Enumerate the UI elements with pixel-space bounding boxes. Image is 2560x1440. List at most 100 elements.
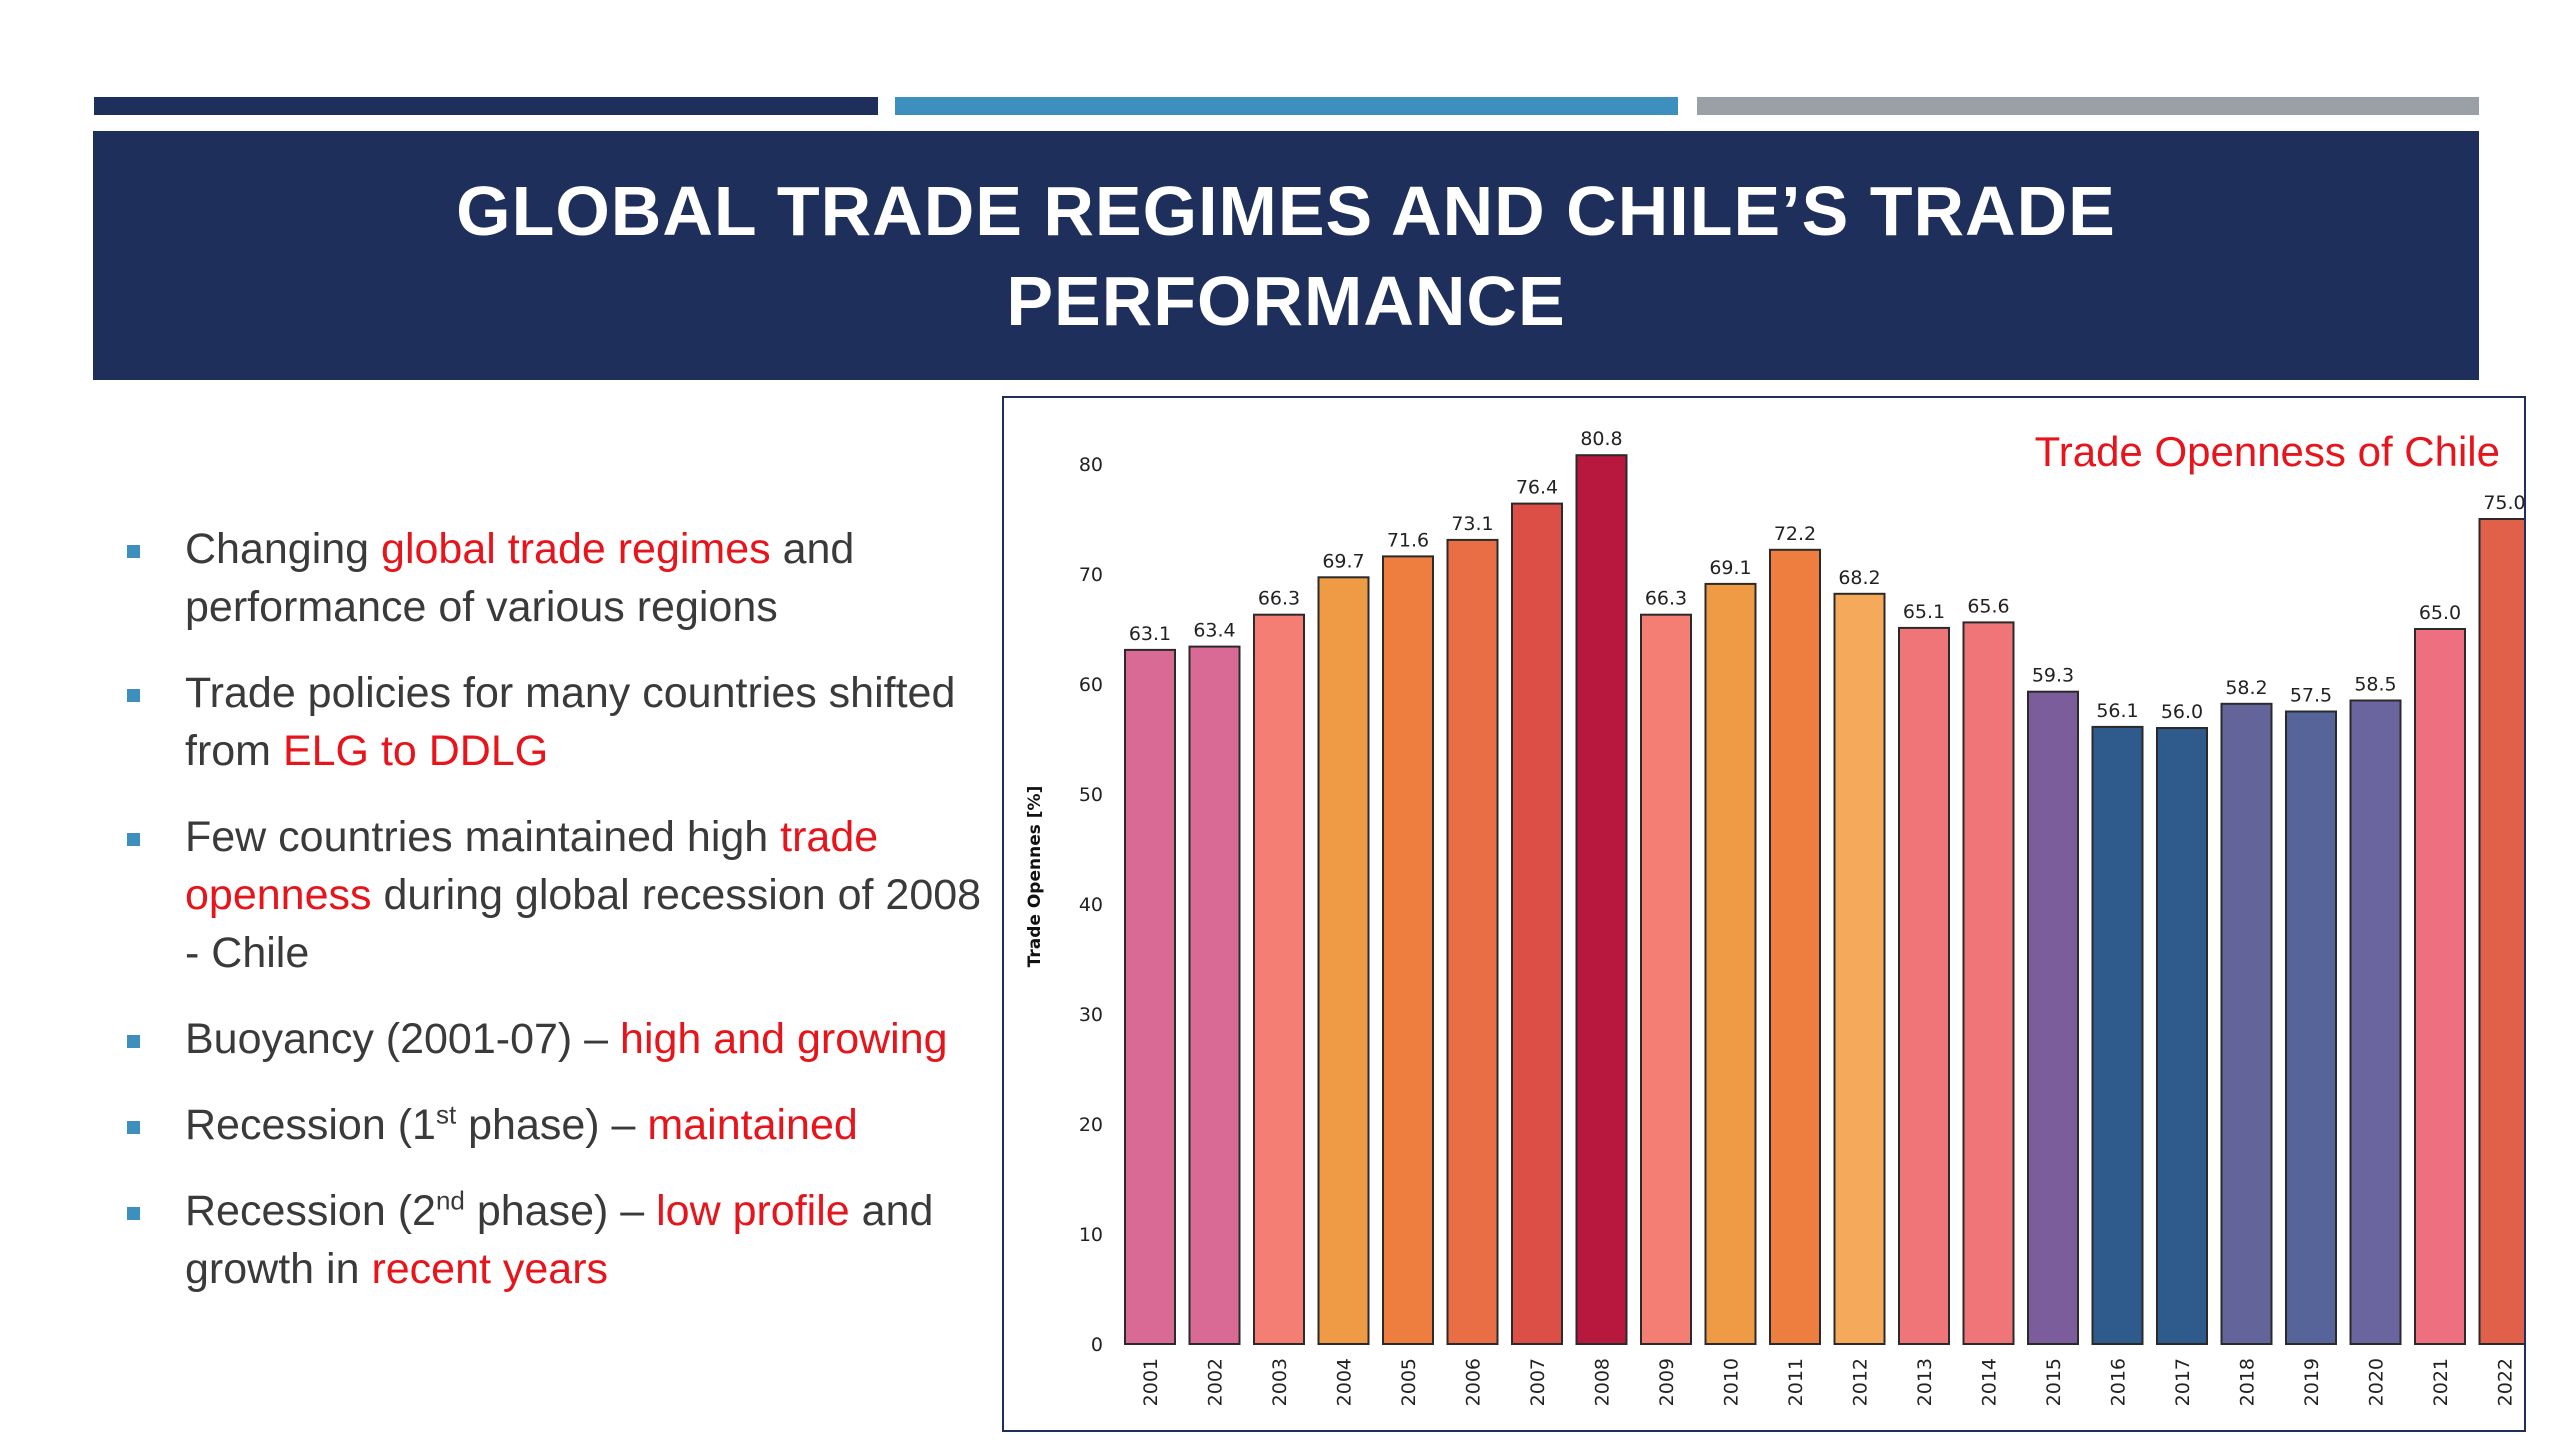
- x-tick-label-2017: 2017: [2172, 1358, 2194, 1406]
- bar-2021: [2414, 628, 2466, 1345]
- x-tick-label-2003: 2003: [1269, 1358, 1291, 1406]
- y-tick-label: 0: [1091, 1334, 1103, 1356]
- data-label-2012: 68.2: [1838, 567, 1880, 589]
- data-label-2002: 63.4: [1193, 620, 1235, 642]
- bar-2006: [1446, 538, 1499, 1345]
- data-label-2004: 69.7: [1322, 550, 1364, 572]
- data-label-2006: 73.1: [1451, 513, 1493, 535]
- bar-2002: [1188, 645, 1241, 1346]
- bar-2007: [1511, 502, 1563, 1346]
- square-bullet-icon: [127, 689, 140, 702]
- x-tick-label-2022: 2022: [2495, 1358, 2517, 1406]
- trade-openness-bar-chart: 0 10 20 30 40 50 60 70 80 Trade Opennes [%] 63.1 20…: [1025, 428, 2524, 1406]
- data-label-2005: 71.6: [1387, 529, 1429, 551]
- bullet-list: Changing global trade regimes and perfor…: [115, 520, 995, 1326]
- bar-2003: [1253, 613, 1305, 1345]
- bullet-item: Recession (2nd phase) – low profile and …: [115, 1182, 995, 1298]
- bar-2019: [2285, 710, 2337, 1345]
- bullet-item: Buoyancy (2001-07) – high and growing: [115, 1010, 995, 1068]
- x-tick-label-2004: 2004: [1334, 1358, 1356, 1406]
- bar-2001: [1124, 648, 1176, 1345]
- y-tick-label: 20: [1079, 1114, 1103, 1136]
- data-label-2009: 66.3: [1645, 588, 1687, 610]
- bar-2017: [2156, 727, 2208, 1345]
- x-tick-label-2009: 2009: [1656, 1358, 1678, 1406]
- x-tick-label-2019: 2019: [2301, 1358, 2323, 1406]
- top-accent-bar-blue: [895, 97, 1678, 115]
- x-tick-label-2005: 2005: [1398, 1358, 1420, 1406]
- data-label-2011: 72.2: [1774, 523, 1816, 545]
- x-tick-label-2013: 2013: [1914, 1358, 1936, 1406]
- x-tick-label-2021: 2021: [2430, 1358, 2452, 1406]
- bar-2013: [1898, 626, 1950, 1345]
- bar-2020: [2349, 699, 2402, 1345]
- x-tick-label-2008: 2008: [1592, 1358, 1614, 1406]
- y-tick-label: 50: [1079, 784, 1103, 806]
- highlight-text: recent years: [371, 1245, 609, 1293]
- data-label-2013: 65.1: [1903, 601, 1945, 623]
- x-tick-label-2015: 2015: [2043, 1358, 2065, 1406]
- x-tick-label-2002: 2002: [1205, 1358, 1227, 1406]
- x-tick-label-2006: 2006: [1463, 1358, 1485, 1406]
- chart-frame: 0 10 20 30 40 50 60 70 80 Trade Opennes [%] 63.1 20…: [1002, 396, 2526, 1432]
- data-label-2018: 58.2: [2225, 677, 2267, 699]
- square-bullet-icon: [127, 1207, 140, 1220]
- data-label-2001: 63.1: [1129, 623, 1171, 645]
- bar-2014: [1962, 621, 2015, 1345]
- data-label-2017: 56.0: [2161, 701, 2203, 723]
- bar-2011: [1769, 548, 1821, 1346]
- data-label-2014: 65.6: [1967, 595, 2009, 617]
- bullet-item: Few countries maintained high trade open…: [115, 808, 995, 982]
- y-tick-label: 30: [1079, 1004, 1103, 1026]
- x-tick-label-2001: 2001: [1140, 1358, 1162, 1406]
- chart-title: Trade Openness of Chile: [2034, 428, 2500, 475]
- data-label-2021: 65.0: [2419, 602, 2461, 624]
- bar-2016: [2091, 725, 2144, 1345]
- x-tick-label-2020: 2020: [2366, 1358, 2388, 1406]
- y-tick-label: 70: [1079, 564, 1103, 586]
- bar-2008: [1575, 454, 1628, 1345]
- y-tick-label: 80: [1079, 454, 1103, 476]
- data-label-2008: 80.8: [1580, 428, 1622, 450]
- data-label-2010: 69.1: [1709, 557, 1751, 579]
- bar-2018: [2220, 702, 2273, 1345]
- highlight-text: trade openness: [185, 813, 879, 919]
- highlight-text: global trade regimes: [381, 525, 771, 573]
- highlight-text: maintained: [647, 1101, 858, 1149]
- x-tick-label-2007: 2007: [1527, 1358, 1549, 1406]
- bar-2004: [1317, 576, 1370, 1346]
- bullet-item: Trade policies for many countries shifte…: [115, 664, 995, 780]
- x-tick-label-2014: 2014: [1979, 1358, 2001, 1406]
- data-label-2019: 57.5: [2290, 685, 2332, 707]
- bar-2009: [1640, 613, 1692, 1345]
- square-bullet-icon: [127, 833, 140, 846]
- data-label-2015: 59.3: [2032, 665, 2074, 687]
- highlight-text: high and growing: [620, 1015, 948, 1063]
- square-bullet-icon: [127, 545, 140, 558]
- bullet-item: Recession (1st phase) – maintained: [115, 1096, 995, 1154]
- highlight-text: ELG to DDLG: [282, 727, 549, 775]
- y-tick-label: 10: [1079, 1224, 1103, 1246]
- square-bullet-icon: [127, 1035, 140, 1048]
- data-label-2016: 56.1: [2096, 700, 2138, 722]
- top-accent-bar-gray: [1697, 97, 2479, 115]
- highlight-text: low profile: [656, 1187, 850, 1235]
- data-label-2022: 75.0: [2483, 492, 2524, 514]
- slide-title-line2: PERFORMANCE: [1006, 261, 1566, 340]
- bar-2005: [1382, 555, 1434, 1345]
- bar-2015: [2027, 690, 2079, 1345]
- bar-2012: [1833, 592, 1886, 1346]
- bar-2010: [1704, 582, 1757, 1345]
- data-label-2020: 58.5: [2354, 674, 2396, 696]
- y-tick-label: 40: [1079, 894, 1103, 916]
- y-axis-label: Trade Opennes [%]: [1025, 786, 1045, 968]
- x-tick-label-2011: 2011: [1785, 1358, 1807, 1406]
- bar-2022: [2478, 518, 2524, 1345]
- y-tick-label: 60: [1079, 674, 1103, 696]
- title-banner: GLOBAL TRADE REGIMES AND CHILE’S TRADE P…: [93, 131, 2479, 380]
- slide-title-line1: GLOBAL TRADE REGIMES AND CHILE’S TRADE: [456, 171, 2116, 250]
- x-tick-label-2016: 2016: [2108, 1358, 2130, 1406]
- square-bullet-icon: [127, 1121, 140, 1134]
- data-label-2003: 66.3: [1258, 588, 1300, 610]
- x-tick-label-2012: 2012: [1850, 1358, 1872, 1406]
